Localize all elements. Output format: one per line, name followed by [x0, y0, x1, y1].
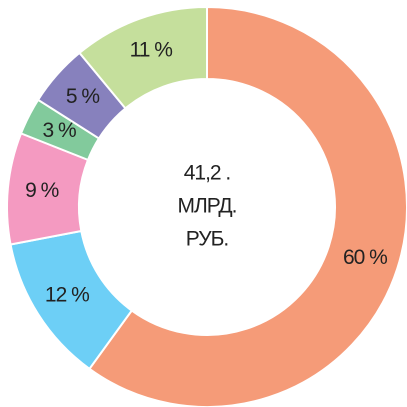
slice-label: 3 %	[42, 119, 76, 142]
center-label: РУБ.	[186, 228, 229, 251]
slice-label: 12 %	[45, 283, 89, 306]
donut-slice	[78, 5, 208, 110]
center-label: 41,2 .	[184, 162, 231, 185]
slice-label: 11 %	[130, 38, 173, 61]
slice-label: 9 %	[25, 179, 59, 202]
slice-label: 60 %	[343, 246, 387, 269]
donut-slice	[88, 5, 407, 407]
slice-label: 5 %	[66, 85, 100, 108]
center-label: МЛРД.	[178, 195, 237, 218]
